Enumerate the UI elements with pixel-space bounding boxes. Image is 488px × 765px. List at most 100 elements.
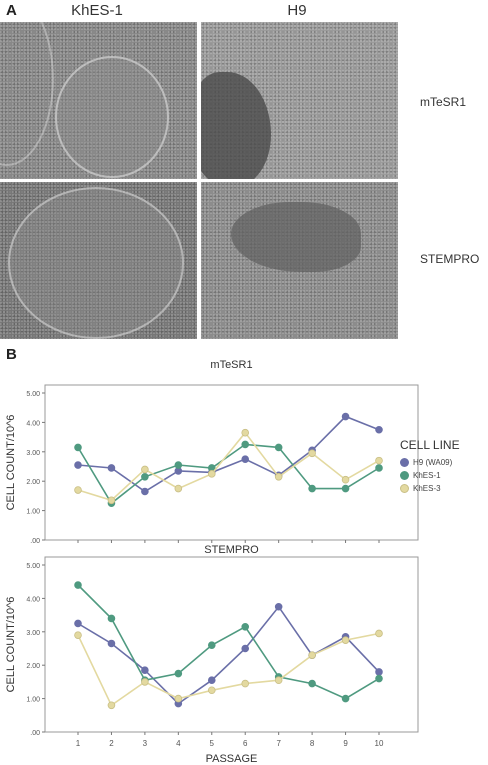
data-point-khes3 — [74, 631, 82, 639]
panel-b-letter: B — [6, 346, 17, 363]
data-point-h9 — [274, 602, 283, 611]
data-point-khes3 — [274, 676, 283, 685]
data-point-khes1 — [375, 464, 383, 472]
series-line-h9 — [77, 605, 380, 705]
micrograph-khes1-mtesr1 — [0, 22, 197, 179]
data-point-khes3 — [174, 484, 183, 493]
data-point-khes3 — [74, 486, 82, 494]
legend-label-khes3: KhES-3 — [413, 484, 441, 493]
data-point-khes3 — [207, 470, 216, 478]
chart-frame — [44, 384, 419, 541]
legend-title: CELL LINE — [400, 438, 460, 452]
data-point-khes1 — [107, 614, 116, 623]
data-point-h9 — [141, 487, 149, 496]
x-tick-label: 10 — [375, 739, 384, 748]
x-tick-label: 2 — [109, 739, 114, 748]
data-point-khes3 — [107, 701, 116, 710]
data-point-khes1 — [274, 443, 283, 452]
chart-title: STEMPRO — [204, 544, 259, 556]
data-point-khes1 — [241, 622, 250, 631]
data-point-khes3 — [241, 679, 250, 688]
x-tick-label: 9 — [343, 739, 348, 748]
legend-label-h9: H9 (WA09) — [413, 458, 453, 467]
data-point-khes3 — [141, 678, 149, 686]
data-point-h9 — [74, 619, 82, 628]
data-point-khes3 — [341, 475, 350, 484]
y-tick-label: 1.00 — [26, 697, 40, 704]
data-point-h9 — [141, 666, 149, 675]
data-point-khes3 — [141, 465, 149, 474]
panel-a-letter: A — [6, 2, 17, 19]
column-label-khes1: KhES-1 — [71, 2, 123, 19]
colony-outline — [8, 187, 184, 339]
series-line-khes1 — [77, 443, 380, 505]
y-tick-label: 3.00 — [26, 450, 40, 457]
data-point-khes1 — [308, 484, 316, 493]
row-label-stempro: STEMPRO — [420, 252, 480, 266]
data-point-h9 — [375, 425, 383, 434]
x-tick-label: 5 — [210, 739, 215, 748]
data-point-khes3 — [107, 496, 116, 505]
chart-frame — [44, 556, 419, 733]
series-line-khes3 — [77, 632, 380, 707]
micrograph-khes1-stempro — [0, 182, 197, 339]
legend-item: H9 (WA09) — [400, 456, 486, 469]
data-point-h9 — [341, 412, 350, 421]
dark-region — [231, 202, 361, 272]
x-tick-label: 6 — [243, 739, 248, 748]
legend-marker-khes3 — [400, 484, 409, 493]
colony-outline — [55, 56, 169, 178]
legend: CELL LINE H9 (WA09) KhES-1 KhES-3 — [400, 438, 486, 495]
y-tick-label: .00 — [30, 538, 40, 545]
series-line-h9 — [77, 415, 380, 493]
data-point-h9 — [375, 668, 383, 676]
data-point-khes1 — [74, 581, 82, 589]
data-point-h9 — [241, 644, 250, 653]
legend-marker-khes1 — [400, 471, 409, 480]
data-point-khes1 — [174, 461, 183, 469]
data-point-khes3 — [207, 686, 216, 695]
y-tick-label: 2.00 — [26, 479, 40, 486]
micrograph-h9-mtesr1 — [201, 22, 398, 179]
y-tick-label: .00 — [30, 730, 40, 737]
series-line-khes1 — [77, 584, 380, 700]
legend-marker-h9 — [400, 458, 409, 467]
x-tick-label: 3 — [143, 739, 148, 748]
data-point-khes1 — [174, 669, 183, 678]
data-point-khes3 — [174, 694, 183, 703]
x-axis-label: PASSAGE — [206, 753, 258, 765]
y-axis-label: CELL COUNT/10^6 — [5, 597, 17, 693]
data-point-khes3 — [375, 456, 383, 465]
y-tick-label: 3.00 — [26, 630, 40, 637]
data-point-khes1 — [74, 443, 82, 452]
y-tick-label: 4.00 — [26, 420, 40, 427]
y-tick-label: 2.00 — [26, 663, 40, 670]
legend-item: KhES-1 — [400, 469, 486, 482]
x-tick-label: 1 — [76, 739, 81, 748]
legend-item: KhES-3 — [400, 482, 486, 495]
legend-label-khes1: KhES-1 — [413, 471, 441, 480]
data-point-h9 — [107, 639, 116, 648]
x-tick-label: 7 — [276, 739, 281, 748]
y-tick-label: 4.00 — [26, 596, 40, 603]
data-point-khes3 — [308, 449, 316, 458]
data-point-khes1 — [341, 484, 350, 493]
data-point-h9 — [241, 455, 250, 463]
y-axis-label: CELL COUNT/10^6 — [5, 415, 17, 511]
x-tick-label: 4 — [176, 739, 181, 748]
data-point-khes3 — [241, 428, 250, 437]
chart-title: mTeSR1 — [210, 359, 252, 371]
data-point-khes3 — [375, 629, 383, 638]
data-point-khes1 — [207, 641, 216, 649]
data-point-h9 — [107, 464, 116, 472]
data-point-khes1 — [141, 472, 149, 481]
data-point-khes1 — [241, 440, 250, 449]
data-point-h9 — [74, 461, 82, 469]
row-label-mtesr1: mTeSR1 — [420, 95, 467, 109]
y-tick-label: 5.00 — [26, 563, 40, 570]
data-point-khes1 — [308, 679, 316, 688]
data-point-khes3 — [308, 651, 316, 659]
column-label-h9: H9 — [287, 2, 307, 19]
data-point-khes3 — [341, 636, 350, 644]
